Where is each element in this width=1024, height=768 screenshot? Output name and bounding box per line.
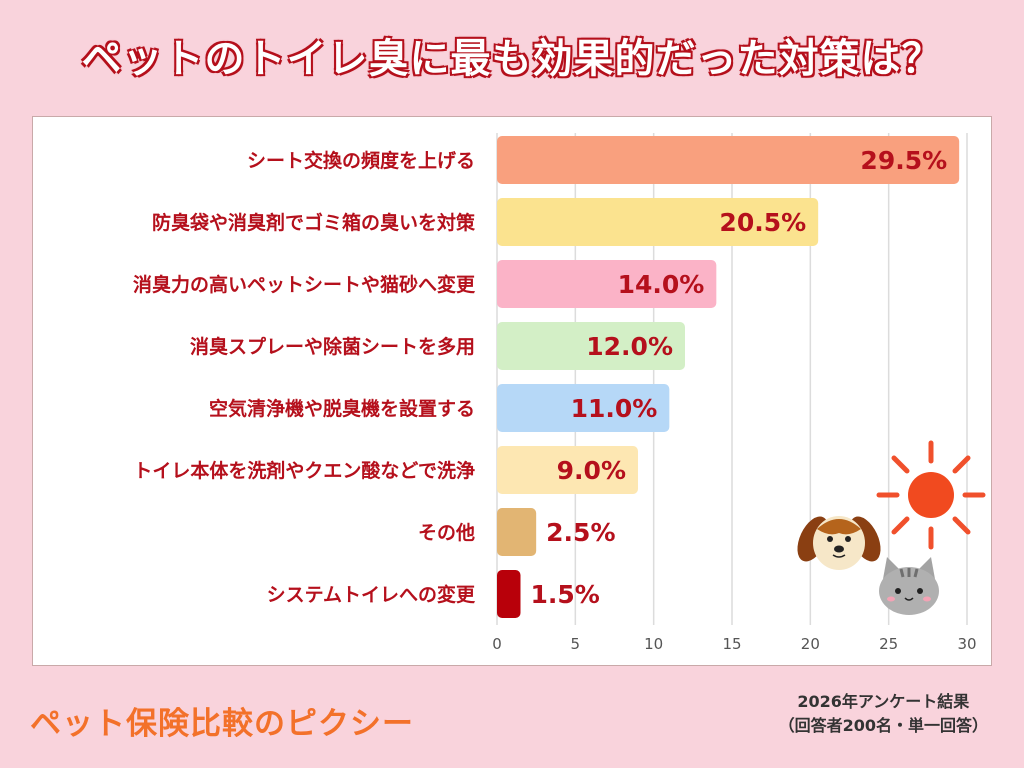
value-label: 11.0% [571,394,658,423]
chart-panel: 0 5 10 15 20 25 30 シート交換の頻度を上げる 29.5% 防臭袋や消臭剤でゴミ箱… [32,116,992,666]
bar-chart: 0 5 10 15 20 25 30 シート交換の頻度を上げる 29.5% 防臭袋や消臭剤でゴミ箱… [133,133,986,653]
survey-note: 2026年アンケート結果 （回答者200名・単一回答） [779,690,988,738]
x-tick-label: 10 [644,635,663,653]
brand-logo: ペット保険比較のピクシー [30,706,414,742]
bar [497,322,685,370]
category-label: 消臭力の高いペットシートや猫砂へ変更 [133,273,476,296]
survey-note-line1: 2026年アンケート結果 [797,692,970,711]
bar [497,508,537,556]
sun-icon [876,440,986,550]
value-label: 2.5% [546,518,615,547]
page-title: ペットのトイレ臭に最も効果的だった対策は？ [81,36,943,82]
category-label: システムトイレへの変更 [267,583,476,606]
category-label: 空気清浄機や脱臭機を設置する [209,397,475,420]
x-tick-label: 15 [722,635,741,653]
category-label: その他 [418,521,475,544]
cat-icon [879,557,939,615]
bar [497,260,717,308]
value-label: 20.5% [719,208,806,237]
value-label: 12.0% [586,332,673,361]
dog-icon [797,516,881,570]
category-label: 消臭スプレーや除菌シートを多用 [190,335,475,358]
value-label: 1.5% [531,580,600,609]
x-tick-label: 25 [879,635,898,653]
value-label: 29.5% [860,146,947,175]
bar [497,446,638,494]
category-label: トイレ本体を洗剤やクエン酸などで洗浄 [133,459,475,482]
x-tick-label: 30 [957,635,976,653]
bar [497,198,819,246]
survey-note-line2: （回答者200名・単一回答） [778,716,988,735]
category-label: 防臭袋や消臭剤でゴミ箱の臭いを対策 [152,211,476,234]
value-label: 9.0% [557,456,626,485]
x-tick-label: 5 [571,635,581,653]
bar [497,570,521,618]
x-tick-label: 0 [492,635,502,653]
value-label: 14.0% [618,270,705,299]
bar [497,384,670,432]
bar [497,136,960,184]
category-label: シート交換の頻度を上げる [247,149,475,172]
x-tick-label: 20 [801,635,820,653]
